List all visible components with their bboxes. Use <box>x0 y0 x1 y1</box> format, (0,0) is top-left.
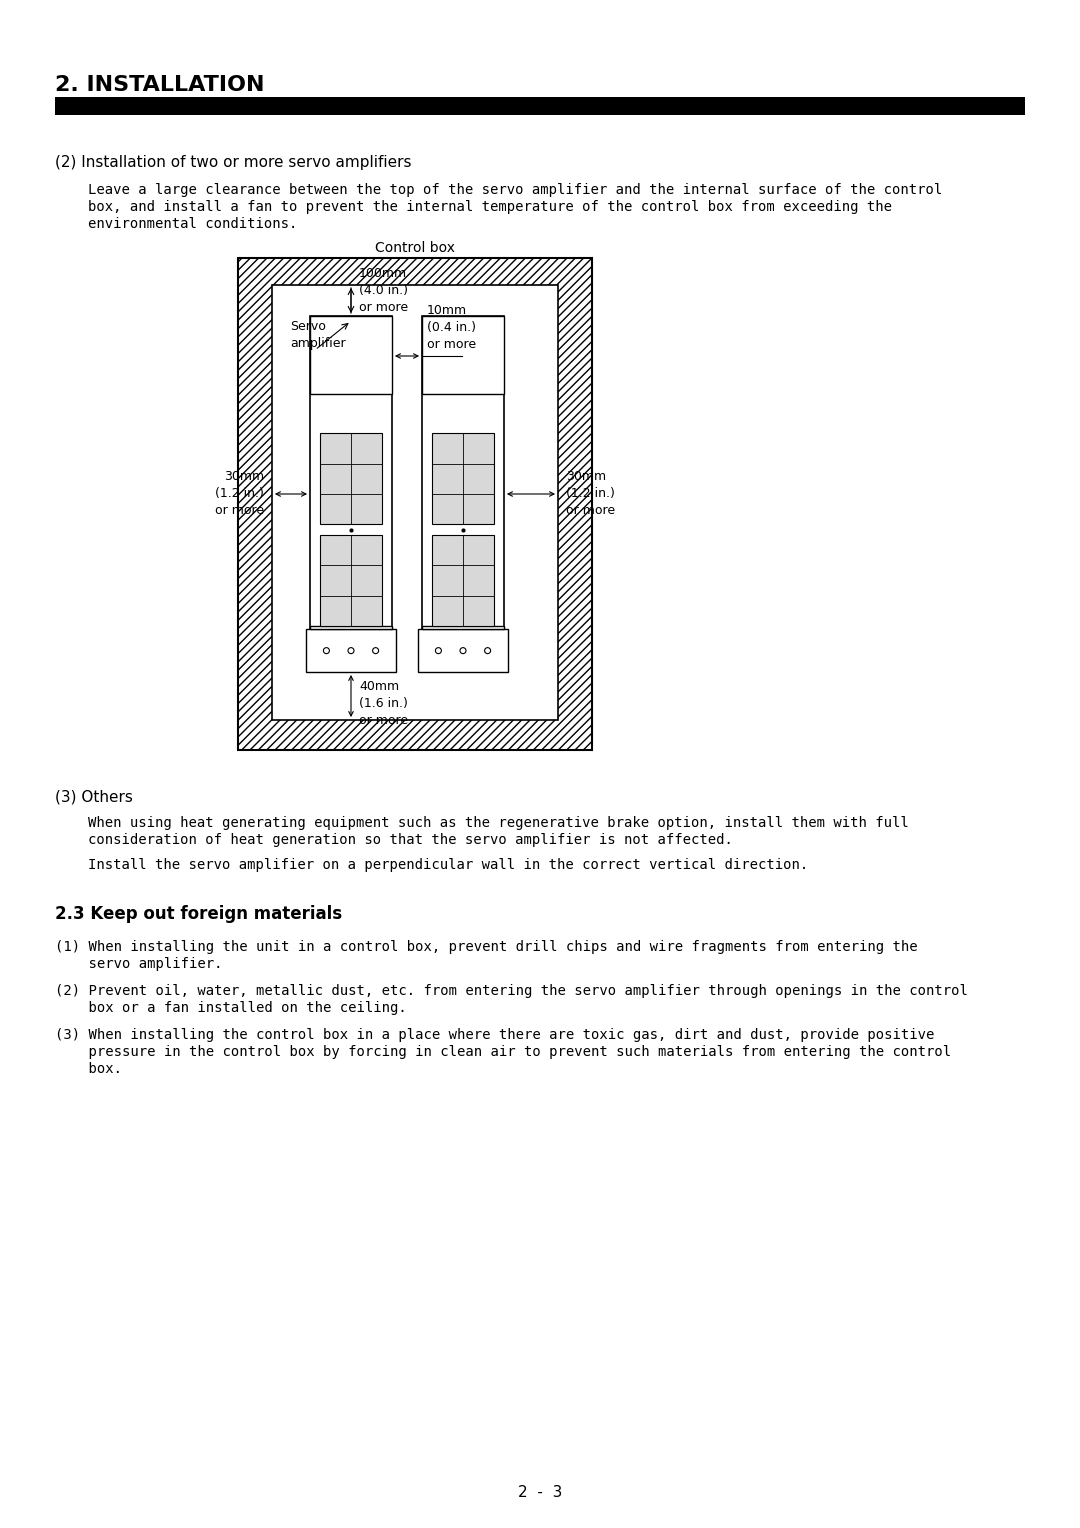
Circle shape <box>485 648 490 654</box>
Bar <box>432 535 495 626</box>
Text: 40mm
(1.6 in.)
or more: 40mm (1.6 in.) or more <box>359 680 408 727</box>
Text: 2.3 Keep out foreign materials: 2.3 Keep out foreign materials <box>55 905 342 923</box>
Bar <box>310 316 392 672</box>
Circle shape <box>373 648 379 654</box>
Text: box.: box. <box>55 1062 122 1076</box>
Bar <box>320 434 382 524</box>
Bar <box>422 626 504 630</box>
Text: 2. INSTALLATION: 2. INSTALLATION <box>55 75 265 95</box>
Bar <box>238 258 592 750</box>
Bar <box>310 316 392 394</box>
Text: (2) Prevent oil, water, metallic dust, etc. from entering the servo amplifier th: (2) Prevent oil, water, metallic dust, e… <box>55 984 968 998</box>
Text: (1) When installing the unit in a control box, prevent drill chips and wire frag: (1) When installing the unit in a contro… <box>55 940 918 953</box>
Text: servo amplifier.: servo amplifier. <box>55 957 222 970</box>
Text: 100mm
(4.0 in.)
or more: 100mm (4.0 in.) or more <box>359 267 408 313</box>
Text: Install the servo amplifier on a perpendicular wall in the correct vertical dire: Install the servo amplifier on a perpend… <box>87 859 808 872</box>
Text: 2  -  3: 2 - 3 <box>517 1485 563 1500</box>
Bar <box>422 316 504 394</box>
Circle shape <box>460 648 465 654</box>
Text: Control box: Control box <box>375 241 455 255</box>
Bar <box>422 316 504 672</box>
Bar <box>418 630 508 672</box>
Bar <box>432 434 495 524</box>
Text: environmental conditions.: environmental conditions. <box>87 217 297 231</box>
Text: (3) When installing the control box in a place where there are toxic gas, dirt a: (3) When installing the control box in a… <box>55 1028 934 1042</box>
Circle shape <box>348 648 354 654</box>
Bar <box>310 626 392 630</box>
Bar <box>55 96 1025 115</box>
Text: (2) Installation of two or more servo amplifiers: (2) Installation of two or more servo am… <box>55 154 411 170</box>
Text: Servo
amplifier: Servo amplifier <box>291 319 346 350</box>
Bar <box>320 535 382 626</box>
Text: consideration of heat generation so that the servo amplifier is not affected.: consideration of heat generation so that… <box>87 833 733 847</box>
Text: (3) Others: (3) Others <box>55 790 133 805</box>
Text: 10mm
(0.4 in.)
or more: 10mm (0.4 in.) or more <box>427 304 476 351</box>
Text: box, and install a fan to prevent the internal temperature of the control box fr: box, and install a fan to prevent the in… <box>87 200 892 214</box>
Text: box or a fan installed on the ceiling.: box or a fan installed on the ceiling. <box>55 1001 407 1015</box>
Text: When using heat generating equipment such as the regenerative brake option, inst: When using heat generating equipment suc… <box>87 816 908 830</box>
Text: 30mm
(1.2 in.)
or more: 30mm (1.2 in.) or more <box>215 471 264 518</box>
Circle shape <box>323 648 329 654</box>
Bar <box>272 286 558 720</box>
Bar <box>306 630 396 672</box>
Text: Leave a large clearance between the top of the servo amplifier and the internal : Leave a large clearance between the top … <box>87 183 942 197</box>
Text: pressure in the control box by forcing in clean air to prevent such materials fr: pressure in the control box by forcing i… <box>55 1045 951 1059</box>
Circle shape <box>435 648 442 654</box>
Text: 30mm
(1.2 in.)
or more: 30mm (1.2 in.) or more <box>566 471 616 518</box>
